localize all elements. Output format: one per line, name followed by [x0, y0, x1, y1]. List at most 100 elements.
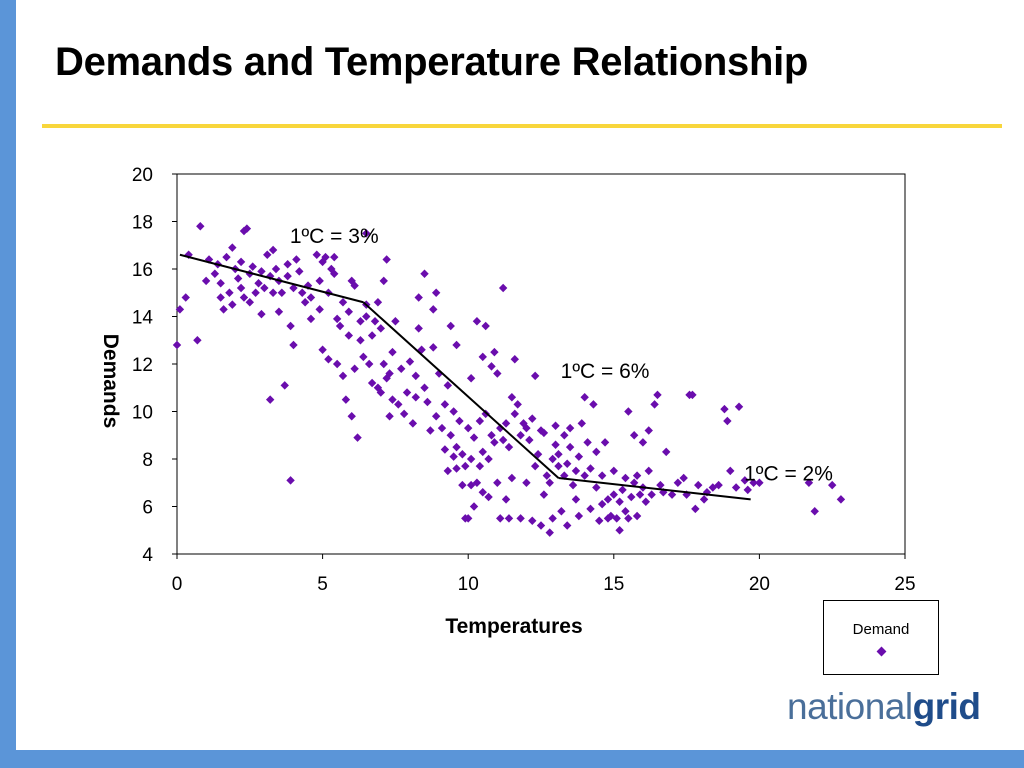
data-point — [551, 440, 560, 449]
data-point — [271, 264, 281, 274]
trend-line-segment — [558, 477, 751, 501]
data-point — [452, 340, 461, 350]
data-point — [688, 390, 697, 400]
data-point — [836, 495, 846, 504]
data-point — [650, 400, 659, 409]
data-point — [548, 514, 557, 523]
data-point — [487, 431, 496, 440]
plot-area-frame — [176, 173, 906, 555]
data-point — [385, 369, 394, 378]
data-point — [530, 371, 540, 381]
bottom-accent-bar — [0, 750, 1024, 768]
data-point — [306, 314, 316, 324]
data-point — [804, 478, 814, 487]
data-point — [731, 483, 741, 492]
data-point — [580, 471, 589, 480]
data-point — [440, 445, 450, 454]
data-point — [498, 283, 508, 293]
y-tick-label: 20 — [132, 165, 153, 186]
legend-label-demand: Demand — [852, 621, 910, 638]
data-point — [510, 355, 519, 364]
data-point — [516, 431, 525, 440]
data-point — [554, 461, 563, 471]
data-point — [699, 495, 709, 504]
data-point — [461, 461, 470, 471]
data-point — [720, 404, 729, 414]
data-point — [341, 395, 351, 404]
data-point — [370, 317, 380, 326]
data-point — [507, 393, 517, 402]
trend-line-segment — [362, 301, 560, 479]
axis-ticks: 4 6 8 10 12 14 16 18 20 0 5 10 15 20 25 — [132, 165, 916, 595]
data-point — [391, 317, 400, 326]
y-tick-label: 8 — [142, 450, 153, 471]
data-point — [565, 442, 575, 452]
data-point — [356, 317, 365, 326]
data-point — [274, 307, 284, 316]
data-point — [429, 305, 438, 314]
data-point — [679, 473, 688, 483]
data-point — [379, 359, 388, 369]
y-tick-label: 4 — [142, 545, 153, 566]
data-point — [565, 423, 575, 433]
data-point — [248, 262, 257, 271]
data-point — [589, 400, 598, 409]
data-point — [324, 355, 333, 364]
data-point — [647, 490, 656, 499]
x-tick-label: 5 — [317, 574, 328, 595]
data-point — [691, 504, 700, 514]
data-point — [525, 435, 534, 445]
data-point — [828, 480, 837, 490]
data-point — [475, 461, 485, 471]
data-point — [423, 397, 432, 407]
data-point — [175, 305, 185, 314]
data-point — [490, 438, 499, 447]
data-points — [172, 222, 846, 537]
data-point — [263, 250, 272, 259]
slide-title: Demands and Temperature Relationship — [55, 40, 809, 84]
x-tick-label: 25 — [894, 574, 915, 595]
trend-lines — [179, 253, 751, 501]
data-point — [332, 359, 342, 369]
data-point — [563, 459, 572, 468]
data-point — [528, 516, 537, 525]
data-point — [292, 255, 301, 264]
data-point — [554, 450, 563, 459]
data-point — [411, 393, 420, 402]
data-point — [726, 466, 735, 476]
data-point — [612, 514, 621, 523]
data-point — [300, 298, 310, 307]
data-point — [496, 423, 505, 433]
data-point — [257, 267, 266, 276]
data-point — [429, 343, 438, 352]
data-point — [632, 511, 642, 521]
data-point — [242, 224, 252, 233]
national-grid-logo: nationalgrid — [787, 686, 981, 728]
data-point — [469, 433, 479, 442]
data-point — [493, 478, 502, 487]
data-point — [257, 309, 266, 319]
data-point — [268, 288, 278, 297]
data-point — [571, 495, 581, 504]
data-point — [498, 435, 508, 445]
data-point — [286, 476, 295, 485]
y-axis-title: Demands — [99, 334, 122, 429]
title-underline — [42, 124, 1002, 128]
data-point — [385, 412, 394, 421]
data-point — [362, 312, 371, 321]
data-point — [283, 271, 292, 281]
data-point — [431, 288, 441, 297]
data-point — [268, 245, 278, 255]
data-point — [659, 488, 668, 497]
data-point — [644, 466, 653, 476]
data-point — [420, 383, 429, 392]
data-point — [449, 407, 458, 416]
data-point — [236, 257, 246, 267]
data-point — [452, 442, 461, 452]
data-point — [373, 298, 383, 307]
data-point — [219, 305, 228, 314]
data-point — [734, 402, 744, 411]
data-point — [501, 495, 511, 504]
data-point — [222, 252, 231, 262]
y-tick-label: 16 — [132, 260, 153, 281]
